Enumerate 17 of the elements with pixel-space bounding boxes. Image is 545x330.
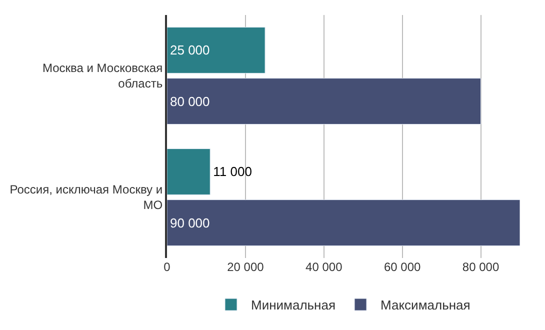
y-tick-label: Россия, исключая Москву и МО (10, 182, 163, 212)
bar (167, 78, 482, 124)
y-tick-label: Москва и Московская область (42, 61, 163, 91)
x-tick-label: 80 000 (462, 260, 500, 274)
data-label: 80 000 (170, 94, 210, 109)
x-tick-label: 20 000 (227, 260, 264, 274)
data-label: 25 000 (170, 42, 210, 58)
legend-label: Минимальная (251, 298, 336, 313)
legend-label: Максимальная (380, 298, 470, 313)
x-tick-label: 40 000 (306, 260, 343, 274)
x-tick-label: 0 (164, 260, 171, 274)
bar (167, 148, 210, 195)
data-label: 11 000 (213, 164, 252, 180)
bar (167, 27, 266, 74)
bar (167, 200, 520, 246)
x-tick-label: 60 000 (384, 260, 422, 274)
data-label: 90 000 (170, 215, 210, 230)
